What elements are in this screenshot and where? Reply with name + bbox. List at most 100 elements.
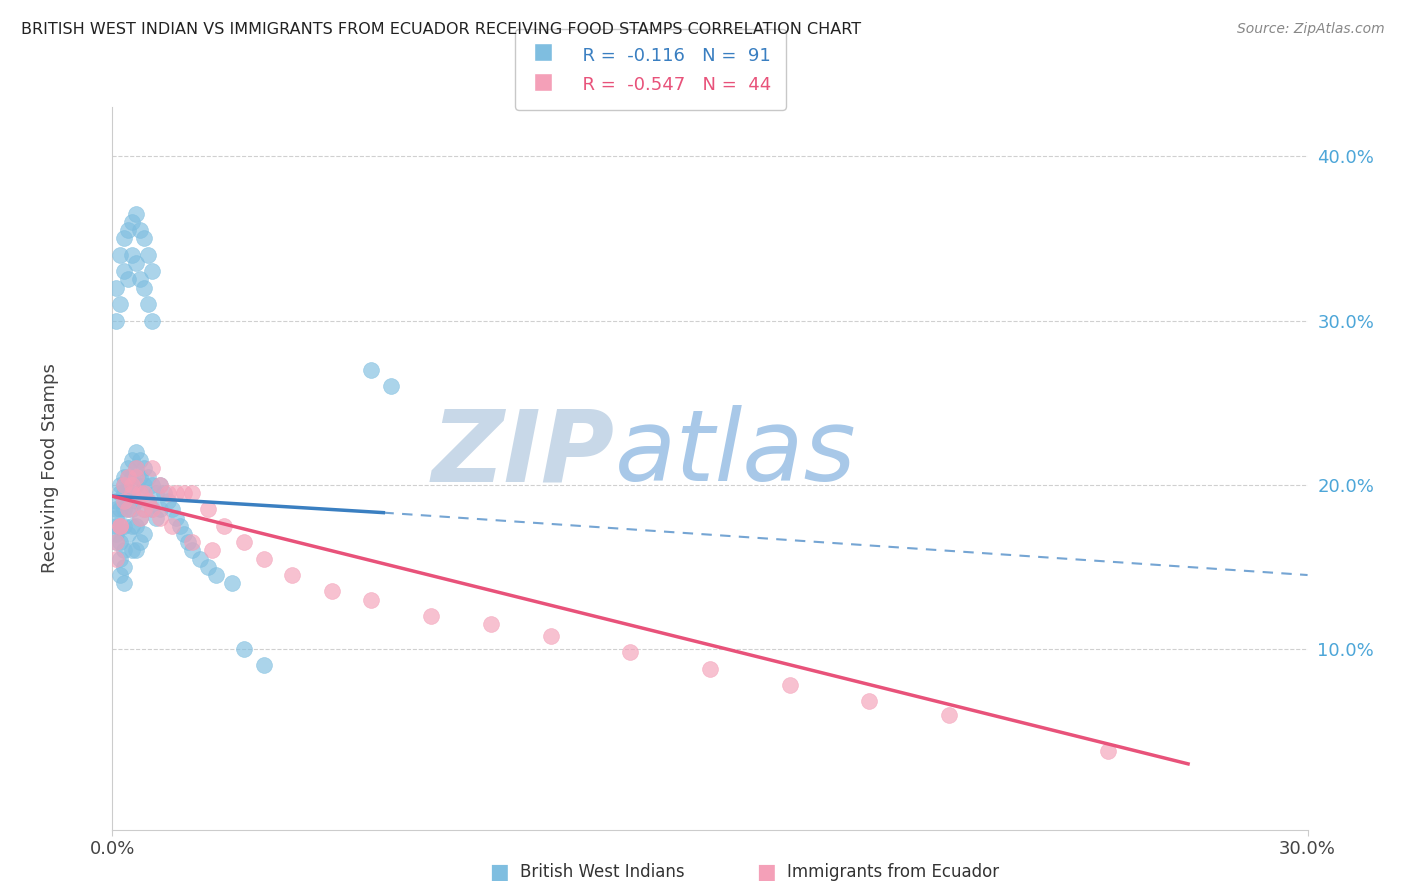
Text: British West Indians: British West Indians [520,863,685,881]
Point [114,477,135,491]
Point [145,510,167,524]
Point [212,518,235,533]
Point [114,502,135,516]
Point [129,469,152,483]
Point [105,551,128,566]
Point [121,486,143,500]
Point [134,502,156,516]
Point [138,494,160,508]
Point [121,215,143,229]
Text: atlas: atlas [614,405,856,502]
Point [138,494,160,508]
Point [138,297,160,311]
Point [105,494,128,508]
Point [138,469,160,483]
Point [125,256,148,270]
Point [858,694,880,708]
Point [114,494,135,508]
Legend:   R =  -0.116   N =  91,   R =  -0.547   N =  44: R = -0.116 N = 91, R = -0.547 N = 44 [515,29,786,110]
Point [110,535,132,549]
Point [121,486,143,500]
Point [125,207,148,221]
Point [117,486,139,500]
Point [129,486,152,500]
Point [117,502,139,516]
Point [110,518,132,533]
Point [134,527,156,541]
Point [117,223,139,237]
Point [173,486,195,500]
Point [129,223,152,237]
Point [129,486,152,500]
Point [201,543,224,558]
Text: Source: ZipAtlas.com: Source: ZipAtlas.com [1237,22,1385,37]
Point [110,502,132,516]
Point [129,510,152,524]
Point [114,543,135,558]
Point [138,248,160,262]
Point [233,535,256,549]
Point [141,477,163,491]
Point [221,576,243,591]
Point [779,678,801,692]
Point [105,518,128,533]
Point [110,477,132,491]
Point [380,379,402,393]
Point [110,248,132,262]
Point [125,461,148,475]
Point [110,551,132,566]
Point [540,629,562,643]
Point [110,518,132,533]
Point [149,502,172,516]
Point [134,461,156,475]
Point [105,535,128,549]
Point [110,518,132,533]
Point [117,272,139,286]
Point [162,518,183,533]
Point [205,568,228,582]
Point [165,486,187,500]
Point [169,518,191,533]
Point [141,313,163,327]
Point [177,535,200,549]
Point [141,502,163,516]
Point [360,592,382,607]
Point [114,559,135,574]
Point [173,527,195,541]
Point [114,469,135,483]
Point [134,486,156,500]
Point [110,486,132,500]
Point [125,518,148,533]
Point [129,535,152,549]
Point [134,280,156,294]
Point [114,518,135,533]
Point [360,363,382,377]
Point [125,469,148,483]
Point [110,568,132,582]
Point [114,486,135,500]
Point [117,469,139,483]
Point [129,272,152,286]
Point [121,543,143,558]
Point [121,518,143,533]
Point [181,543,204,558]
Point [125,477,148,491]
Text: Immigrants from Ecuador: Immigrants from Ecuador [787,863,1000,881]
Text: ■: ■ [489,863,509,882]
Point [141,264,163,278]
Point [253,551,276,566]
Point [105,527,128,541]
Point [125,543,148,558]
Point [129,453,152,467]
Point [117,469,139,483]
Point [188,551,211,566]
Point [145,486,167,500]
Point [129,510,152,524]
Point [121,469,143,483]
Point [197,559,219,574]
Point [117,461,139,475]
Point [938,707,960,722]
Point [105,502,128,516]
Point [121,477,143,491]
Point [149,477,172,491]
